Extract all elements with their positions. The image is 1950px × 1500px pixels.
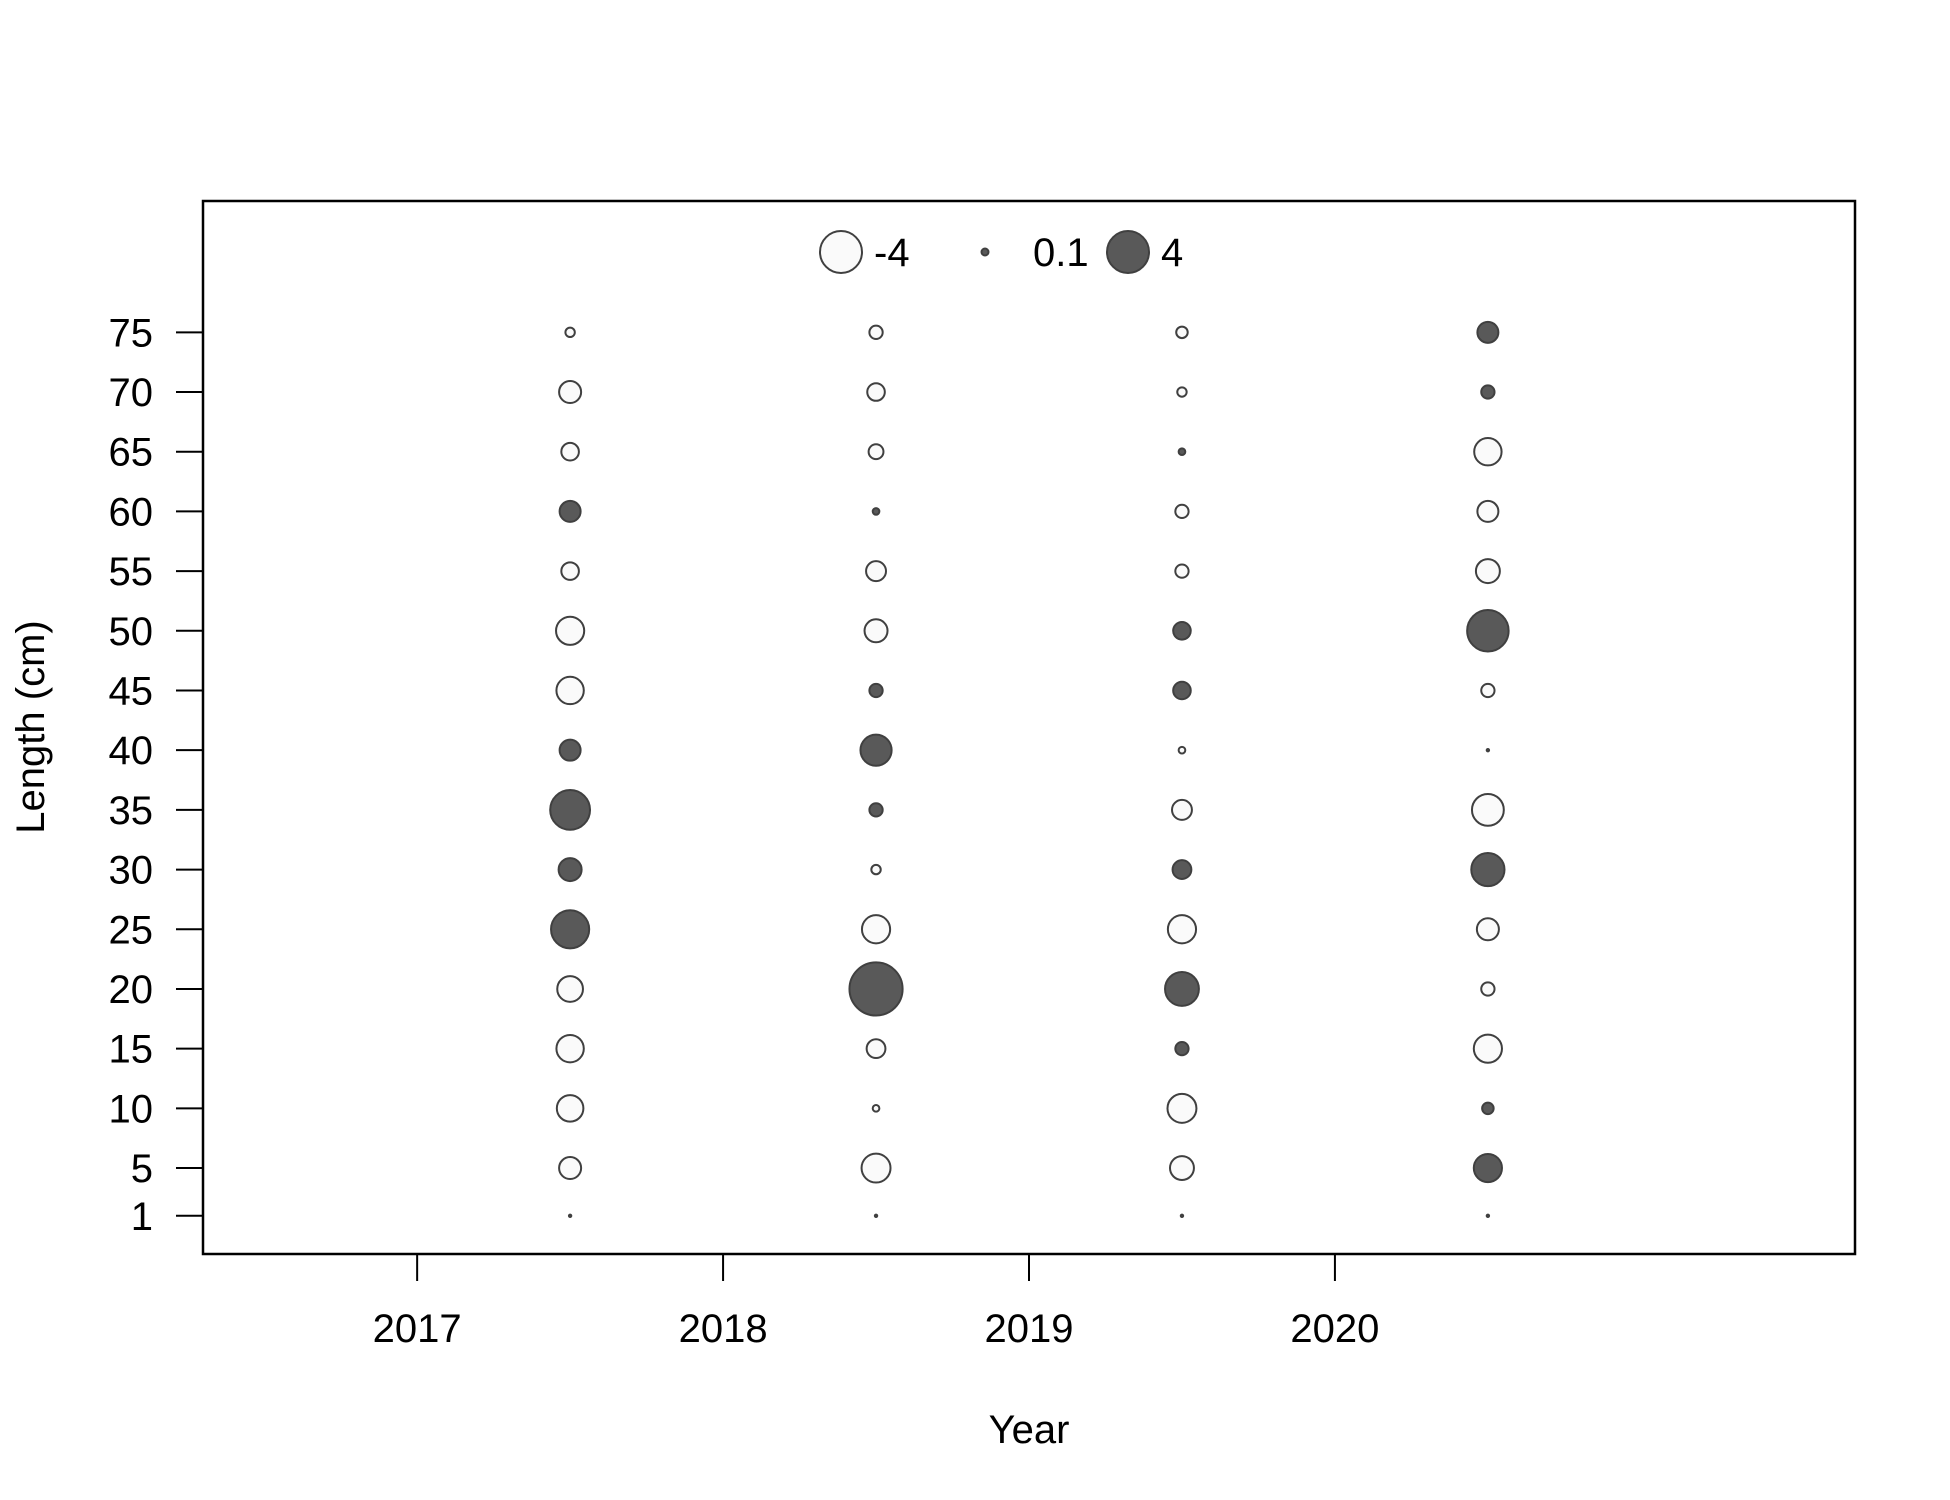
x-tick-label: 2019 bbox=[985, 1307, 1074, 1351]
bubble-point bbox=[549, 788, 592, 831]
bubble-point bbox=[1473, 437, 1503, 467]
legend-label: -4 bbox=[874, 231, 910, 275]
y-tick-label: 70 bbox=[109, 371, 154, 415]
bubble-point bbox=[868, 802, 884, 818]
bubble-point bbox=[1166, 914, 1198, 945]
y-tick-label: 55 bbox=[109, 550, 154, 594]
y-tick-label: 65 bbox=[109, 431, 154, 475]
bubble-series bbox=[549, 320, 1510, 1218]
bubble-point bbox=[865, 1038, 887, 1060]
legend-symbol bbox=[1106, 230, 1150, 274]
bubble-point bbox=[1179, 1213, 1185, 1218]
bubble-point bbox=[859, 733, 893, 767]
x-tick-label: 2020 bbox=[1290, 1307, 1379, 1351]
bubble-point bbox=[564, 326, 576, 339]
bubble-point bbox=[860, 1152, 892, 1184]
y-tick-label: 75 bbox=[109, 311, 154, 355]
x-axis: 2017 2018 2019 2020 bbox=[373, 1254, 1379, 1351]
bubble-point bbox=[558, 499, 582, 523]
bubble-point bbox=[1480, 981, 1496, 997]
legend-label: 4 bbox=[1161, 231, 1183, 275]
bubble-point bbox=[1174, 563, 1190, 579]
bubble-point bbox=[550, 909, 591, 950]
y-tick-label: 20 bbox=[109, 968, 154, 1012]
plot-frame bbox=[201, 199, 1857, 1256]
bubble-point bbox=[1476, 499, 1500, 523]
bubble-point bbox=[1166, 1092, 1198, 1124]
y-tick-label: 10 bbox=[109, 1087, 154, 1131]
bubble-point bbox=[555, 675, 585, 706]
bubble-point bbox=[560, 561, 580, 581]
y-axis-label: Length (cm) bbox=[9, 620, 53, 833]
y-tick-label: 5 bbox=[131, 1147, 153, 1191]
bubble-point bbox=[868, 324, 884, 340]
y-tick-label: 15 bbox=[109, 1028, 154, 1072]
bubble-point bbox=[1177, 745, 1187, 755]
bubble-point bbox=[1476, 320, 1500, 344]
bubble-point bbox=[1176, 386, 1188, 398]
bubble-point bbox=[557, 857, 583, 883]
bubble-point bbox=[1174, 1041, 1190, 1057]
x-tick-label: 2018 bbox=[679, 1307, 768, 1351]
bubble-point bbox=[1172, 680, 1192, 701]
legend-label: 0.1 bbox=[1033, 231, 1089, 275]
bubble-point bbox=[866, 382, 886, 402]
bubble-point bbox=[1472, 1152, 1503, 1184]
bubble-point bbox=[567, 1213, 573, 1218]
x-tick-label: 2017 bbox=[373, 1307, 462, 1351]
y-tick-label: 1 bbox=[131, 1195, 153, 1239]
bubble-point bbox=[555, 1094, 585, 1123]
bubble-point bbox=[1481, 1101, 1495, 1116]
bubble-point bbox=[558, 1156, 583, 1181]
bubble-point bbox=[1472, 1033, 1503, 1064]
legend-symbol bbox=[980, 247, 990, 257]
bubble-point bbox=[555, 1033, 585, 1064]
bubble-point bbox=[556, 975, 584, 1003]
bubble-point bbox=[1171, 798, 1193, 821]
bubble-point bbox=[1172, 621, 1192, 641]
legend: -4 0.1 4 bbox=[819, 230, 1183, 275]
bubble-point bbox=[558, 738, 582, 762]
bubble-point bbox=[1475, 917, 1500, 942]
bubble-point bbox=[560, 441, 580, 462]
bubble-point bbox=[1164, 971, 1200, 1007]
y-tick-label: 30 bbox=[109, 849, 154, 893]
bubble-point bbox=[868, 682, 884, 699]
y-tick-label: 45 bbox=[109, 669, 154, 713]
bubble-point bbox=[1168, 1155, 1195, 1182]
bubble-point bbox=[1474, 558, 1501, 585]
bubble-point bbox=[1485, 747, 1491, 753]
bubble-point bbox=[1466, 609, 1510, 653]
bubble-point bbox=[1174, 503, 1190, 520]
bubble-point bbox=[873, 1213, 879, 1218]
bubble-point bbox=[1175, 325, 1189, 340]
bubble-point bbox=[863, 618, 889, 644]
bubble-point bbox=[871, 1104, 881, 1113]
bubble-point bbox=[860, 914, 892, 945]
y-tick-label: 40 bbox=[109, 729, 154, 773]
y-axis: 15 10 15 20 25 30 35 40 45 50 55 60 65 70 75 bbox=[109, 311, 203, 1239]
bubble-point bbox=[1171, 859, 1193, 880]
bubble-point bbox=[865, 560, 887, 583]
y-tick-label: 60 bbox=[109, 490, 154, 534]
bubble-point bbox=[867, 443, 885, 461]
bubble-point bbox=[1485, 1213, 1491, 1218]
bubble-point bbox=[848, 961, 904, 1017]
y-tick-label: 35 bbox=[109, 789, 154, 833]
bubble-point bbox=[871, 507, 881, 516]
y-tick-label: 50 bbox=[109, 610, 154, 654]
bubble-point bbox=[1480, 682, 1496, 699]
x-axis-label: Year bbox=[989, 1408, 1070, 1452]
bubble-point bbox=[1470, 792, 1505, 827]
bubble-point bbox=[1480, 384, 1496, 400]
y-tick-label: 25 bbox=[109, 908, 154, 952]
bubble-point bbox=[558, 380, 583, 405]
bubble-point bbox=[555, 615, 586, 646]
bubble-point bbox=[1470, 851, 1506, 888]
legend-symbol bbox=[819, 230, 863, 274]
bubble-point bbox=[1177, 447, 1187, 457]
bubble-point bbox=[870, 863, 882, 876]
